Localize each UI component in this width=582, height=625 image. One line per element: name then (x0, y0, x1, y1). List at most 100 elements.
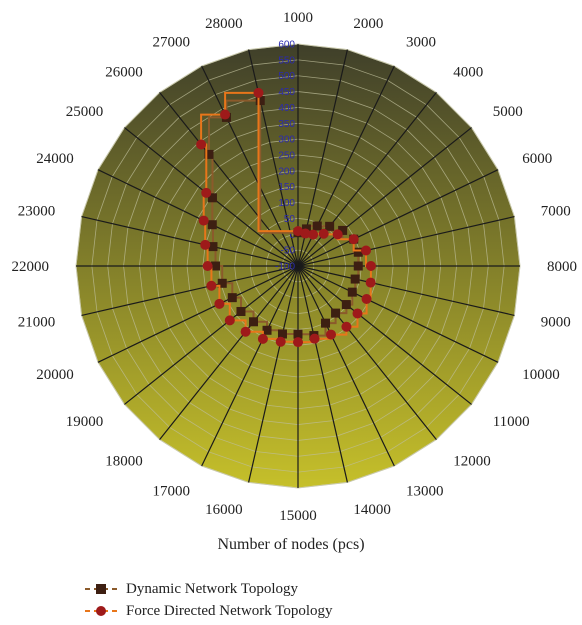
data-point-circle (200, 239, 211, 250)
spoke-line (248, 265, 299, 483)
spoke-line (297, 216, 515, 267)
category-label: 15000 (279, 508, 317, 524)
category-label: 16000 (205, 502, 243, 518)
tick-label: 300 (278, 135, 295, 146)
tick-label: -100 (275, 262, 295, 273)
legend-label-force-directed: Force Directed Network Topology (126, 602, 333, 619)
tick-label: 450 (278, 87, 295, 98)
spoke-line (248, 49, 299, 267)
category-label: 2000 (353, 16, 383, 32)
category-label: 17000 (153, 483, 191, 499)
data-point-circle (309, 333, 320, 344)
data-point-square (353, 247, 363, 257)
category-label: 18000 (105, 454, 143, 470)
data-point-circle (341, 321, 352, 332)
spoke-line (97, 169, 299, 267)
data-point-circle (224, 315, 235, 326)
data-point-square (312, 221, 322, 231)
data-point-circle (332, 229, 343, 240)
tick-label: 50 (284, 214, 296, 225)
tick-label: 150 (278, 182, 295, 193)
category-label: 19000 (66, 414, 104, 430)
data-point-square (236, 306, 246, 316)
data-point-circle (300, 228, 311, 239)
category-label: 11000 (493, 414, 530, 430)
category-label: 21000 (18, 314, 56, 330)
data-point-circle (202, 261, 213, 271)
data-point-circle (361, 245, 372, 256)
data-point-circle (365, 277, 376, 288)
data-point-square (338, 225, 348, 235)
spoke-line (297, 265, 499, 363)
data-point-circle (275, 336, 286, 347)
legend: Dynamic Network Topology Force Directed … (84, 578, 333, 622)
category-label: 1000 (283, 10, 313, 26)
circle-marker-icon (85, 606, 117, 616)
spoke-line (124, 265, 299, 405)
data-point-square (208, 242, 218, 252)
category-label: 23000 (18, 204, 56, 220)
data-point-circle (220, 109, 231, 120)
category-label: 9000 (541, 314, 571, 330)
data-point-circle (257, 333, 268, 344)
category-label: 20000 (36, 367, 74, 383)
category-label: 5000 (493, 104, 523, 120)
tick-label: 200 (278, 166, 295, 177)
tick-label: 500 (278, 71, 295, 82)
category-label: 8000 (547, 259, 577, 275)
data-point-circle (348, 234, 359, 245)
data-point-square (249, 317, 259, 327)
spoke-line (97, 265, 299, 363)
data-point-circle (214, 298, 225, 309)
data-point-circle (308, 229, 319, 240)
data-point-circle (318, 228, 329, 239)
data-point-circle (253, 87, 264, 98)
category-label: 24000 (36, 151, 74, 167)
tick-label: 400 (278, 103, 295, 114)
data-point-square (321, 318, 331, 328)
category-label: 25000 (66, 104, 104, 120)
category-label: 7000 (541, 204, 571, 220)
data-point-circle (201, 187, 212, 198)
data-point-circle (361, 294, 372, 305)
category-label: 12000 (453, 454, 491, 470)
spoke-line (297, 265, 515, 316)
square-marker-icon (85, 584, 117, 594)
legend-item-force-directed: Force Directed Network Topology (84, 600, 333, 622)
data-point-square (227, 293, 237, 303)
data-point-square (347, 287, 357, 297)
data-point-square (262, 325, 272, 335)
data-point-circle (293, 337, 303, 348)
spoke-line (297, 265, 395, 467)
spoke-line (81, 265, 299, 316)
tick-label: 100 (278, 198, 295, 209)
data-point-circle (326, 329, 337, 340)
category-label: 22000 (12, 259, 50, 275)
spoke-line (159, 92, 299, 267)
spoke-line (297, 169, 499, 267)
data-point-circle (240, 326, 251, 337)
tick-label: 250 (278, 151, 295, 162)
data-point-circle (198, 215, 209, 226)
data-point-circle (196, 139, 207, 150)
spoke-line (297, 265, 437, 440)
data-point-square (211, 261, 221, 271)
data-point-square (341, 300, 351, 310)
data-point-circle (365, 261, 376, 271)
category-label: 3000 (406, 35, 436, 51)
data-point-square (207, 193, 217, 203)
data-point-square (277, 329, 287, 339)
data-point-square (293, 329, 303, 339)
data-point-circle (352, 308, 363, 319)
category-label: 27000 (153, 35, 191, 51)
category-label: 14000 (353, 502, 391, 518)
data-point-square (325, 221, 335, 231)
data-point-square (255, 96, 265, 106)
data-point-square (207, 220, 217, 230)
tick-label: 350 (278, 119, 295, 130)
tick-label: 550 (278, 55, 295, 66)
spoke-line (159, 265, 299, 440)
spoke-line (297, 127, 472, 267)
data-point-square (353, 261, 363, 271)
